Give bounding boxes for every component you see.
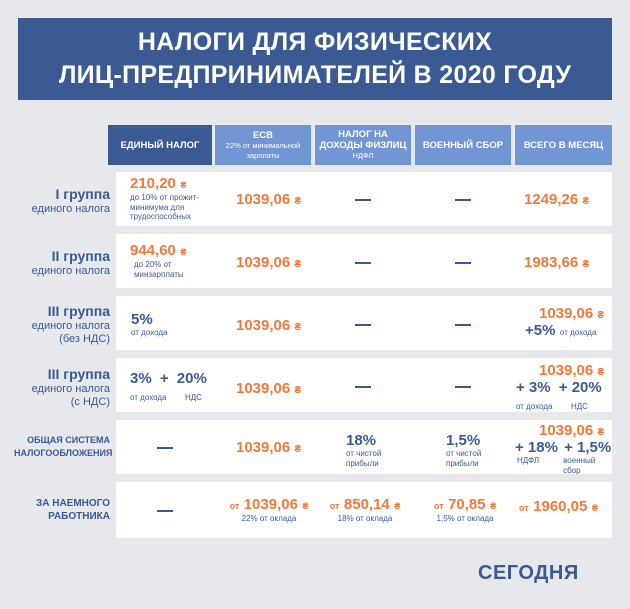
row-label-g3vat: III группа единого налога (с НДС) [31, 366, 110, 408]
cell-general-mil: 1,5% от чистой прибыли [446, 432, 482, 468]
cell-g3vat-pit-dash [355, 386, 371, 388]
title-line-1: НАЛОГИ ДЛЯ ФИЗИЧЕСКИХ [137, 28, 493, 56]
row-strip-g3 [116, 296, 612, 350]
cell-g3vat-total: 1039,06 ₴ + 3% + 20% от дохода НДС [516, 362, 605, 411]
title-line-2: ЛИЦ-ПРЕДПРИНИМАТЕЛЕЙ В 2020 ГОДУ [58, 61, 572, 89]
header-single-tax: ЕДИНЫЙ НАЛОГ [108, 125, 212, 165]
header-esv: ЕСВ 22% от минимальной зарплаты [215, 125, 311, 165]
cell-g1-total: 1249,26 ₴ [524, 191, 590, 208]
header-esv-sub: 22% от минимальной зарплаты [225, 140, 301, 160]
cell-g1-esv: 1039,06 ₴ [236, 191, 302, 208]
cell-g2-mil-dash [455, 262, 471, 264]
row-label-g1: I группа единого налога [31, 186, 110, 215]
cell-employee-total: от 1960,05 ₴ [519, 498, 598, 515]
cell-g3-total: 1039,06 ₴ +5% от дохода [525, 305, 605, 339]
cell-employee-mil: от 70,85 ₴ 1,5% от оклада [433, 496, 497, 523]
cell-employee-esv: от 1039,06 ₴ 22% от оклада [229, 496, 309, 523]
row-label-general: ОБЩАЯ СИСТЕМА НАЛОГООБЛОЖЕНИЯ [14, 435, 113, 458]
row-strip-g3vat [116, 358, 612, 412]
cell-g3-esv: 1039,06 ₴ [236, 317, 302, 334]
cell-g2-total: 1983,66 ₴ [524, 254, 590, 271]
cell-g2-esv: 1039,06 ₴ [236, 254, 302, 271]
row-label-g3: III группа единого налога (без НДС) [31, 303, 110, 345]
cell-g3vat-esv: 1039,06 ₴ [236, 380, 302, 397]
cell-employee-pit: от 850,14 ₴ 18% от оклада [329, 496, 401, 523]
row-strip-g2 [116, 234, 612, 288]
cell-employee-single-dash [157, 510, 173, 512]
row-label-g2: II группа единого налога [31, 248, 110, 277]
cell-general-total: 1039,06 ₴ + 18% + 1,5% НДФЛ военный сбор [515, 422, 612, 475]
cell-g3-mil-dash [455, 324, 471, 326]
brand-logo: СЕГОДНЯ [478, 562, 579, 584]
cell-g3-pit-dash [355, 324, 371, 326]
cell-g3vat-mil-dash [455, 386, 471, 388]
row-strip-employee [116, 482, 612, 538]
cell-g3-single: 5% от дохода [131, 311, 168, 337]
cell-g3vat-single: 3% + 20% от дохода НДС [130, 370, 207, 402]
row-label-employee: ЗА НАЕМНОГО РАБОТНИКА [35, 498, 110, 522]
cell-g1-mil-dash [455, 199, 471, 201]
header-total: ВСЕГО В МЕСЯЦ [515, 125, 612, 165]
cell-general-esv: 1039,06 ₴ [236, 439, 302, 456]
cell-general-pit: 18% от чистой прибыли [346, 432, 382, 468]
row-strip-general [116, 420, 612, 474]
cell-general-single-dash [157, 447, 173, 449]
cell-g2-single: 944,60 ₴ до 20% от минзарплаты [130, 242, 187, 279]
cell-g1-single: 210,20 ₴ до 10% от прожит- минимума для … [130, 175, 200, 221]
page-title: НАЛОГИ ДЛЯ ФИЗИЧЕСКИХ ЛИЦ-ПРЕДПРИНИМАТЕЛ… [18, 18, 612, 100]
header-pit: НАЛОГ НА ДОХОДЫ ФИЗЛИЦ НДФЛ [315, 125, 411, 165]
cell-g1-pit-dash [355, 199, 371, 201]
header-military: ВОЕННЫЙ СБОР [415, 125, 511, 165]
cell-g2-pit-dash [355, 262, 371, 264]
